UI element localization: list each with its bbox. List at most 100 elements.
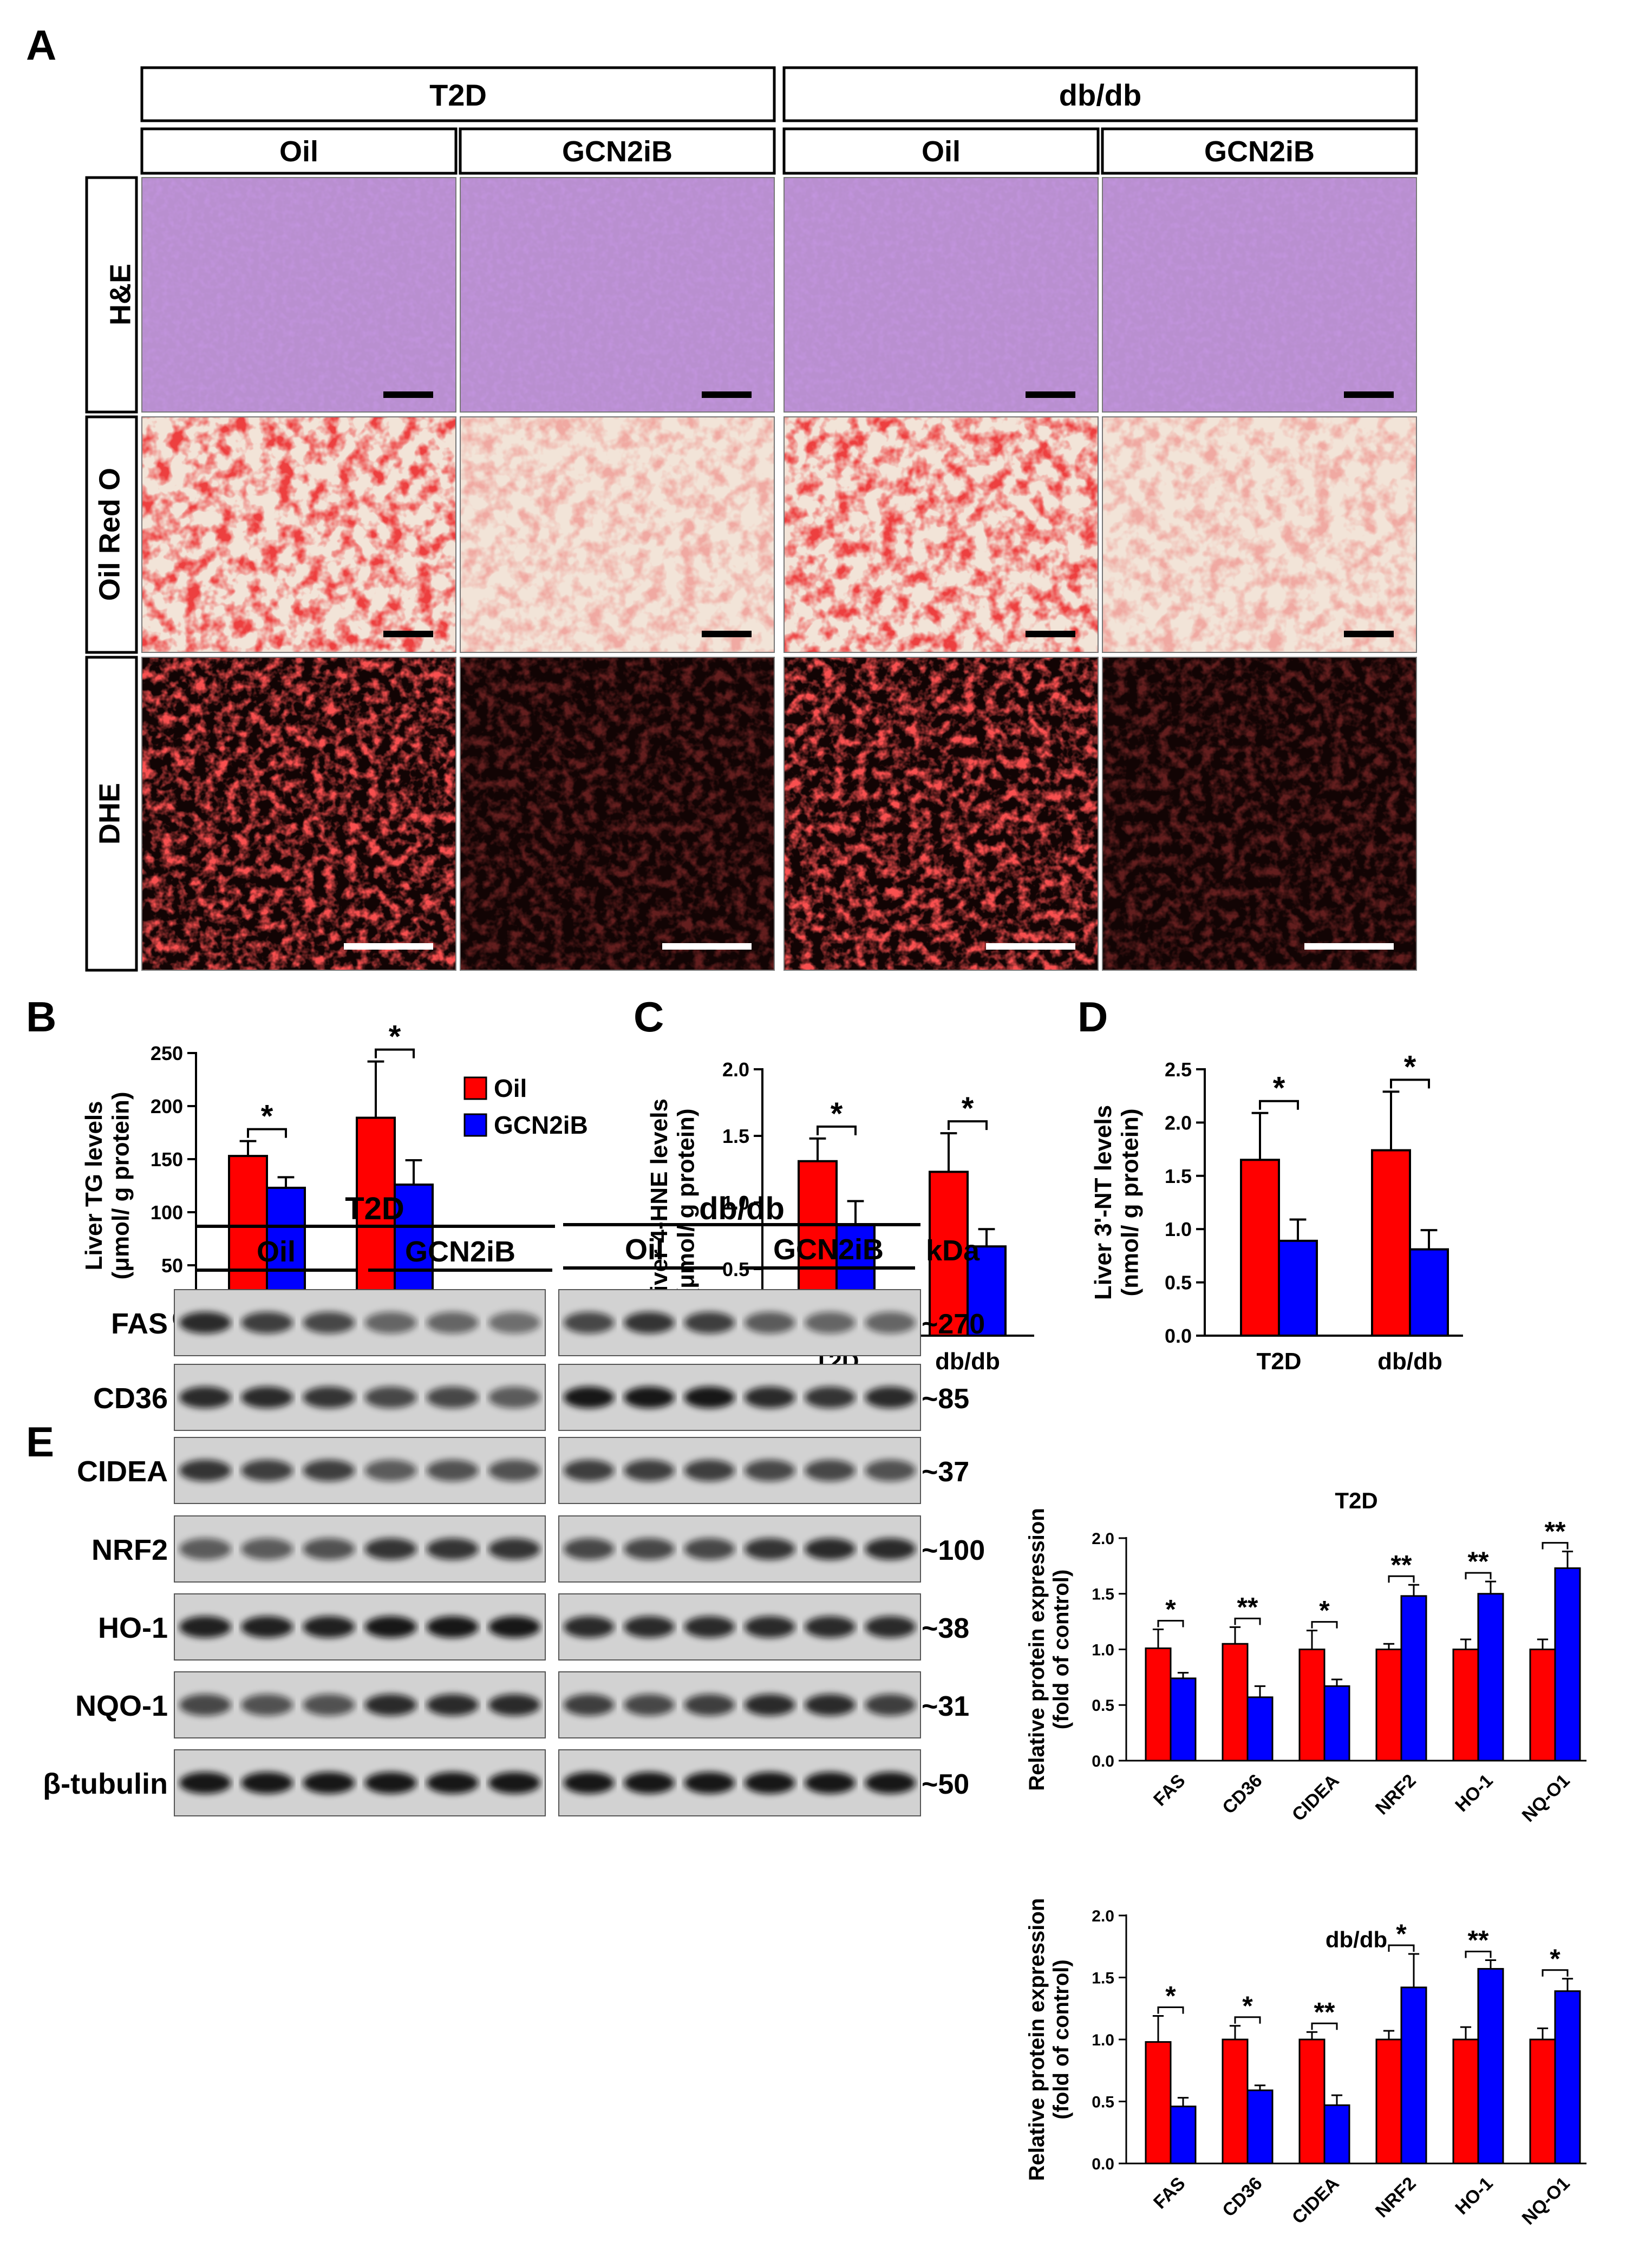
- x-tick-label: T2D: [1256, 1348, 1301, 1375]
- kda-label: ~100: [922, 1535, 985, 1566]
- condition-label: GCN2iB: [562, 135, 672, 168]
- scale-bar: [702, 631, 752, 637]
- panel-letter-a: A: [26, 21, 56, 69]
- blot-membrane: [174, 1289, 546, 1356]
- blot-band: [241, 1387, 293, 1408]
- blot-band: [303, 1694, 355, 1716]
- significance-marker: **: [1545, 1516, 1566, 1547]
- blot-band: [303, 1312, 355, 1333]
- bar-oil: [1222, 1643, 1249, 1762]
- x-tick-label: CIDEA: [1288, 2173, 1343, 2228]
- chart-title: db/db: [1325, 1927, 1387, 1952]
- blot-band: [426, 1538, 479, 1560]
- blot-band: [488, 1538, 540, 1560]
- significance-bracket: [1311, 1621, 1338, 1629]
- y-axis-label: (μmol/ g protein): [107, 1091, 134, 1279]
- micrograph-border: [783, 177, 1099, 413]
- micrograph-texture: [784, 657, 1098, 970]
- y-tick-label: 50: [161, 1254, 183, 1277]
- significance-marker: *: [389, 1019, 401, 1055]
- blot-band: [744, 1694, 795, 1716]
- y-tick-label: 1.0: [1092, 2031, 1114, 2049]
- blot-band: [744, 1460, 795, 1481]
- scale-bar: [383, 391, 433, 398]
- blot-band: [744, 1312, 795, 1333]
- y-tick-label: 1.5: [1165, 1165, 1192, 1187]
- significance-bracket: [375, 1048, 415, 1058]
- bar-oil: [1375, 1649, 1402, 1762]
- significance-bracket: [948, 1120, 988, 1130]
- significance-bracket: [1234, 1617, 1261, 1625]
- blot-band: [426, 1312, 479, 1333]
- blot-condition: Oil: [625, 1233, 664, 1266]
- y-tick-label: 150: [151, 1148, 183, 1171]
- blot-band: [364, 1616, 417, 1638]
- blot-band: [364, 1538, 417, 1560]
- legend-swatch-oil: [463, 1076, 487, 1100]
- blot-band: [426, 1460, 479, 1481]
- protein-label: CD36: [93, 1382, 168, 1415]
- scale-bar: [1304, 943, 1394, 950]
- blot-band: [744, 1616, 795, 1638]
- blot-band: [179, 1460, 232, 1481]
- bar-oil: [1145, 2041, 1172, 2165]
- blot-band: [426, 1694, 479, 1716]
- blot-band: [364, 1460, 417, 1481]
- micrograph-texture: [1102, 657, 1416, 970]
- blot-band: [684, 1772, 735, 1794]
- y-axis-label: (μmol/ g protein): [672, 1108, 699, 1296]
- x-tick-label: NRF2: [1372, 2173, 1420, 2222]
- bar-gcn2ib: [1477, 1967, 1504, 2165]
- blot-band: [563, 1772, 615, 1794]
- significance-bracket: [1259, 1100, 1299, 1110]
- blot-membrane: [558, 1593, 921, 1660]
- blot-band: [563, 1312, 615, 1333]
- blot-band: [563, 1460, 615, 1481]
- micrograph-border: [783, 416, 1099, 653]
- y-tick-label: 1.5: [722, 1125, 749, 1147]
- panel-letter-d: D: [1078, 993, 1108, 1041]
- blot-band: [865, 1387, 916, 1408]
- blot-band: [488, 1312, 540, 1333]
- bar-oil: [929, 1171, 969, 1337]
- blot-band: [563, 1387, 615, 1408]
- kda-label: ~85: [922, 1383, 969, 1415]
- blot-band: [303, 1460, 355, 1481]
- scale-bar: [344, 943, 433, 950]
- group-label-dbdb: db/db: [1059, 78, 1141, 112]
- micrograph-border: [783, 657, 1099, 971]
- micrograph-texture: [460, 417, 774, 652]
- blot-band: [488, 1694, 540, 1716]
- blot-band: [744, 1772, 795, 1794]
- blot-band: [684, 1694, 735, 1716]
- blot-group-t2d: T2D: [345, 1191, 404, 1226]
- significance-marker: **: [1314, 1997, 1335, 2027]
- panel-letter-b: B: [26, 993, 56, 1041]
- blot-band: [563, 1694, 615, 1716]
- scale-bar: [662, 943, 752, 950]
- blot-band: [624, 1694, 675, 1716]
- blot-band: [563, 1538, 615, 1560]
- x-tick-label: CD36: [1218, 2173, 1266, 2221]
- blot-membrane: [174, 1749, 546, 1816]
- significance-marker: *: [1165, 1980, 1176, 2011]
- x-tick-label: FAS: [1150, 2173, 1190, 2213]
- blot-band: [426, 1387, 479, 1408]
- blot-band: [364, 1694, 417, 1716]
- blot-band: [241, 1694, 293, 1716]
- significance-bracket: [817, 1125, 857, 1135]
- blot-band: [624, 1312, 675, 1333]
- y-axis-label: Relative protein expression: [1025, 1508, 1049, 1790]
- kda-label: ~270: [922, 1309, 985, 1340]
- blot-band: [624, 1616, 675, 1638]
- significance-bracket: [1465, 1950, 1492, 1958]
- legend: Oil GCN2iB: [463, 1074, 588, 1139]
- blot-band: [805, 1312, 856, 1333]
- protein-label: FAS: [111, 1307, 168, 1340]
- bar-gcn2ib: [1278, 1239, 1318, 1337]
- bar-oil: [1371, 1149, 1411, 1337]
- y-tick-label: 2.5: [1165, 1058, 1192, 1081]
- kda-header: kDa: [926, 1234, 980, 1267]
- panel-letter-e: E: [26, 1418, 54, 1466]
- significance-marker: *: [1550, 1944, 1560, 1974]
